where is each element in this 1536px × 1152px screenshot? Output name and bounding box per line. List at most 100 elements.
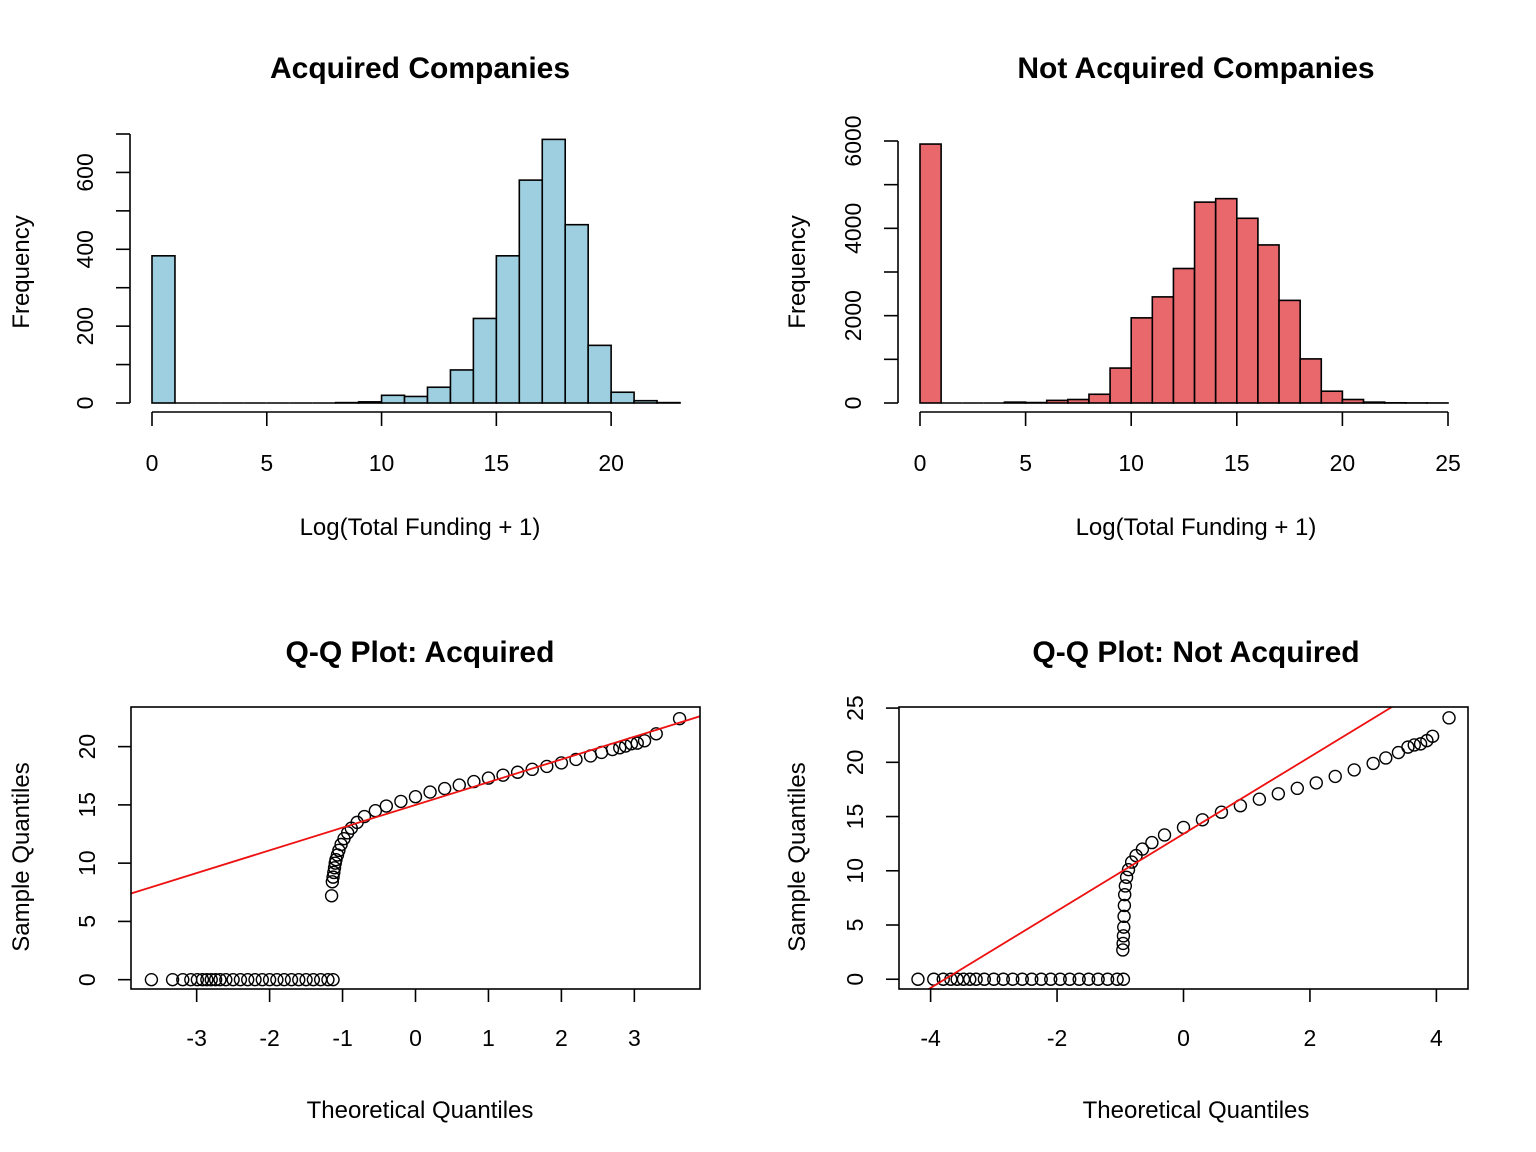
- y-tick-label: 200: [72, 307, 98, 345]
- y-tick-label: 2000: [840, 290, 866, 341]
- data-point: [176, 972, 190, 987]
- y-tick-label: 0: [840, 397, 866, 410]
- histogram-bar: [1278, 299, 1301, 404]
- histogram-bar: [1067, 398, 1090, 404]
- x-tick-label: 5: [1019, 450, 1032, 476]
- histogram-bar: [1151, 296, 1175, 404]
- y-tick-label: 20: [74, 734, 100, 760]
- histogram-bar: [1003, 401, 1027, 404]
- data-point: [255, 972, 270, 987]
- y-tick-label: 0: [842, 973, 868, 986]
- data-point: [408, 790, 423, 804]
- data-point: [379, 799, 394, 813]
- data-point: [1145, 835, 1159, 850]
- data-point: [226, 972, 240, 987]
- y-axis-label: Frequency: [784, 215, 811, 328]
- x-tick-label: 0: [914, 450, 927, 476]
- data-point: [299, 972, 313, 987]
- x-axis-label: Theoretical Quantiles: [307, 1097, 534, 1124]
- data-point: [1081, 972, 1096, 986]
- data-point: [190, 972, 205, 987]
- data-point: [1015, 972, 1029, 986]
- y-tick-label: 10: [842, 858, 868, 884]
- x-tick-label: 0: [409, 1025, 422, 1051]
- x-tick-label: 20: [598, 450, 624, 476]
- y-axis-label: Sample Quantiles: [784, 762, 811, 951]
- x-axis-label: Theoretical Quantiles: [1083, 1097, 1310, 1124]
- histogram-bar: [1320, 390, 1344, 404]
- x-tick-label: 20: [1330, 450, 1356, 476]
- y-tick-label: 20: [842, 750, 868, 776]
- histogram-bar: [564, 223, 589, 404]
- data-point: [569, 752, 583, 767]
- data-point: [423, 785, 437, 799]
- data-point: [969, 972, 983, 986]
- y-tick-label: 4000: [840, 203, 866, 254]
- x-tick-label: 25: [1435, 450, 1461, 476]
- x-tick-label: -3: [186, 1025, 206, 1051]
- bars: [919, 143, 1449, 404]
- data-point: [1309, 776, 1323, 790]
- x-tick-label: 5: [260, 450, 273, 476]
- data-point: [326, 972, 340, 987]
- histogram-bar: [587, 344, 612, 404]
- data-point: [649, 727, 663, 741]
- plot-area: [130, 706, 701, 990]
- data-point: [1328, 769, 1342, 784]
- histogram-bar: [1341, 398, 1365, 404]
- qq-plot-acquired: Q-Q Plot: Acquired Theoretical Quantiles…: [8, 636, 701, 1124]
- y-axis: 0 200 400 600: [72, 133, 131, 409]
- y-tick-label: 600: [72, 153, 98, 191]
- data-point: [165, 972, 180, 987]
- data-point: [270, 972, 284, 987]
- y-axis: 0 5 10 15 20: [74, 734, 131, 986]
- histogram-bar: [495, 255, 521, 404]
- histogram-bar: [1193, 201, 1217, 404]
- data-point: [326, 870, 340, 884]
- y-tick-label: 10: [74, 850, 100, 876]
- data-point: [1118, 887, 1132, 902]
- data-point: [1034, 972, 1048, 986]
- x-tick-label: 4: [1430, 1025, 1443, 1051]
- y-tick-label: 15: [74, 792, 100, 818]
- data-point: [1117, 909, 1131, 924]
- data-point: [292, 972, 306, 987]
- x-axis: 0 5 10 15 20 25: [914, 411, 1461, 476]
- data-point: [1290, 781, 1305, 796]
- y-axis-label: Sample Quantiles: [8, 762, 35, 951]
- x-tick-label: 0: [146, 450, 159, 476]
- data-point: [195, 972, 210, 987]
- data-point: [277, 972, 291, 987]
- data-point: [241, 972, 255, 987]
- data-point: [1117, 920, 1131, 934]
- reference-line: [131, 715, 700, 895]
- y-axis: 0 2000 4000 6000: [840, 115, 899, 410]
- y-tick-label: 5: [74, 915, 100, 928]
- data-point: [1157, 828, 1172, 842]
- histogram-bar: [472, 317, 498, 404]
- data-point: [1044, 972, 1058, 986]
- data-point: [357, 809, 372, 824]
- histogram-acquired: Acquired Companies Log(Total Funding + 1…: [8, 52, 681, 541]
- x-axis-label: Log(Total Funding + 1): [1076, 514, 1317, 541]
- data-point: [630, 736, 644, 750]
- data-point: [1347, 763, 1361, 777]
- chart-title: Q-Q Plot: Not Acquired: [1032, 636, 1359, 669]
- points: [144, 711, 687, 987]
- data-point: [481, 771, 496, 785]
- bars: [151, 138, 681, 404]
- histogram-bar: [633, 399, 658, 404]
- data-point: [1401, 740, 1415, 754]
- x-tick-label: 1: [482, 1025, 495, 1051]
- histogram-bar: [1109, 367, 1132, 404]
- y-tick-label: 25: [842, 695, 868, 721]
- plot-frame: [898, 706, 1469, 990]
- data-point: [510, 765, 525, 779]
- x-axis: -4 -2 0 2 4: [920, 989, 1443, 1051]
- data-point: [525, 762, 539, 777]
- data-point: [437, 781, 452, 796]
- data-point: [1413, 737, 1428, 751]
- data-point: [1407, 738, 1421, 752]
- points: [911, 711, 1456, 986]
- histogram-bar: [610, 391, 635, 404]
